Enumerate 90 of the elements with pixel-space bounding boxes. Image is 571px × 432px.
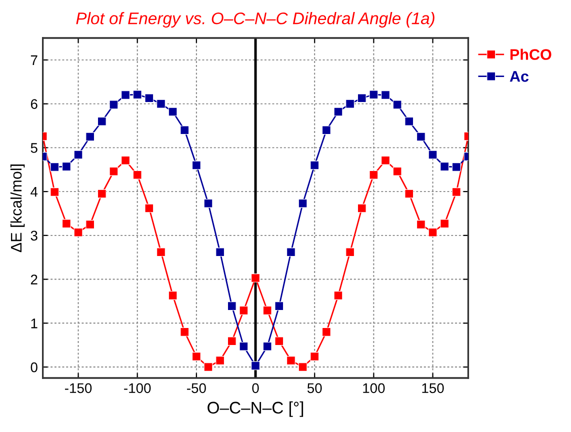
- point: [192, 352, 201, 361]
- x-tick-label: 150: [422, 383, 444, 394]
- point: [357, 94, 366, 103]
- point: [62, 219, 71, 228]
- point: [262, 342, 272, 351]
- point: [86, 220, 95, 229]
- point: [156, 248, 166, 257]
- x-tick-label: -50: [187, 383, 206, 394]
- point: [121, 90, 130, 100]
- y-tick-label: 0: [30, 362, 38, 372]
- point: [180, 327, 190, 336]
- point: [97, 189, 106, 198]
- point: [86, 132, 95, 142]
- point: [132, 90, 142, 100]
- point: [121, 156, 130, 165]
- point: [452, 162, 461, 172]
- x-tick-label: -100: [124, 383, 151, 394]
- point: [440, 219, 450, 228]
- point: [204, 198, 213, 208]
- point: [381, 90, 390, 100]
- point: [192, 160, 201, 170]
- point: [216, 248, 225, 257]
- point: [109, 166, 118, 176]
- y-tick-label: 7: [30, 55, 38, 65]
- chart-title: Plot of Energy vs. O–C–N–C Dihedral Angle (1a): [76, 12, 434, 28]
- x-tick-label: 0: [252, 383, 259, 394]
- point: [274, 302, 284, 310]
- point: [286, 248, 296, 257]
- point: [334, 291, 343, 300]
- point: [156, 99, 166, 108]
- point: [381, 156, 390, 165]
- y-tick-label: 6: [30, 99, 38, 109]
- point: [322, 327, 331, 336]
- point: [74, 150, 83, 160]
- point: [392, 100, 402, 110]
- point: [416, 132, 426, 142]
- point: [227, 302, 236, 310]
- y-tick-label: 3: [30, 230, 38, 241]
- point: [251, 361, 260, 370]
- point: [357, 204, 366, 213]
- point: [298, 362, 308, 372]
- point: [262, 306, 272, 315]
- point: [416, 220, 426, 229]
- y-tick-label: 1: [31, 318, 38, 328]
- point: [334, 107, 343, 116]
- point: [274, 336, 284, 346]
- point: [144, 94, 154, 103]
- x-tick-label: 50: [307, 383, 322, 394]
- point: [144, 204, 154, 213]
- point: [168, 291, 178, 300]
- point: [310, 352, 320, 361]
- y-tick-label: 2: [30, 274, 38, 284]
- point: [50, 188, 60, 196]
- legend-label: PhCO: [510, 48, 552, 60]
- point: [369, 170, 378, 180]
- point: [369, 90, 378, 100]
- x-axis-title: O–C–N–C [°]: [208, 401, 304, 417]
- point: [132, 170, 142, 180]
- legend-label: Ac: [510, 71, 529, 82]
- point: [298, 198, 308, 208]
- point: [286, 356, 296, 365]
- point: [109, 100, 118, 110]
- point: [310, 160, 320, 170]
- point: [322, 126, 331, 135]
- point: [428, 150, 438, 160]
- point: [50, 162, 60, 172]
- point: [227, 336, 236, 346]
- point: [204, 362, 213, 372]
- point: [392, 166, 402, 176]
- y-axis-title: ΔE [kcal/mol]: [10, 164, 25, 252]
- point: [428, 228, 438, 237]
- point: [239, 342, 248, 351]
- point: [180, 126, 190, 135]
- point: [452, 188, 461, 196]
- point: [168, 107, 178, 116]
- y-tick-label: 5: [30, 143, 38, 153]
- point: [74, 228, 83, 237]
- x-tick-label: -150: [64, 383, 92, 394]
- point: [440, 162, 450, 171]
- x-tick-label: 100: [363, 383, 385, 394]
- point: [239, 306, 248, 315]
- point: [62, 162, 71, 171]
- point: [404, 189, 414, 198]
- point: [251, 274, 260, 282]
- point: [346, 99, 354, 108]
- point: [216, 356, 225, 365]
- point: [404, 116, 414, 126]
- point: [97, 116, 106, 126]
- y-tick-label: 4: [30, 187, 38, 197]
- point: [346, 248, 354, 257]
